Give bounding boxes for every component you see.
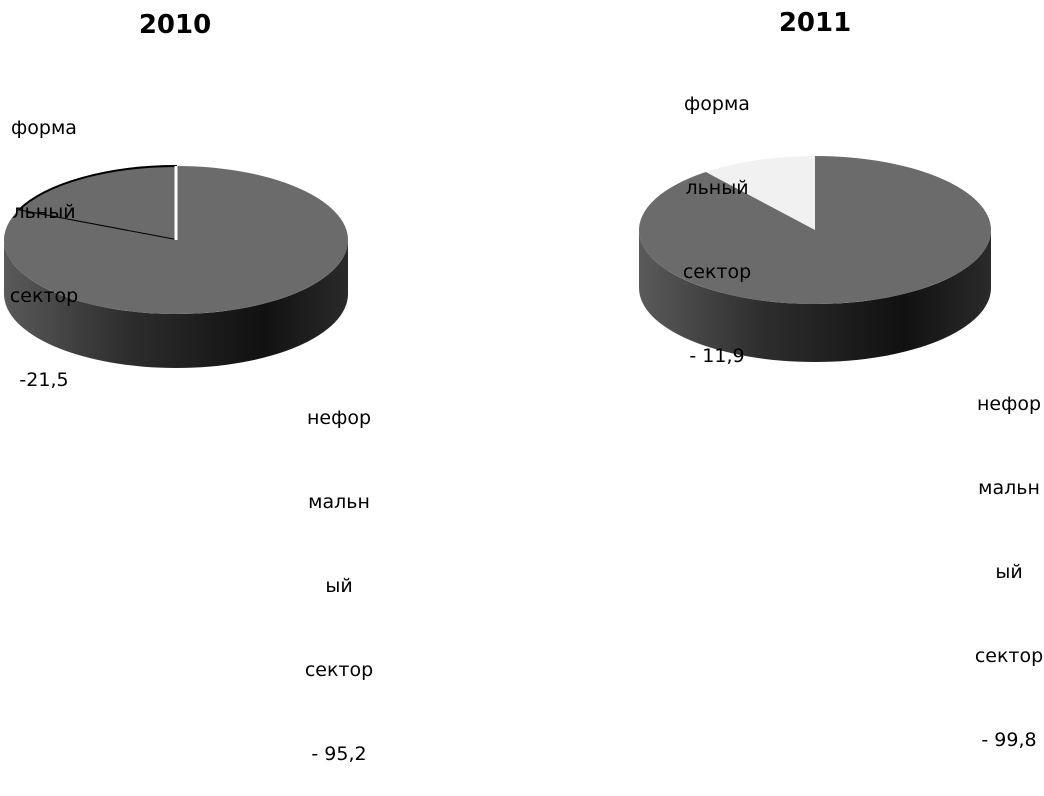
slice-label-2010-informal: нефор мальн ый сектор - 95,2 xyxy=(304,407,374,765)
pie-charts-canvas xyxy=(4,156,992,368)
slice-label-2010-formal: форма льный сектор -21,5 xyxy=(9,117,79,391)
pie-2011-slice-0 xyxy=(705,156,815,230)
slice-label-2011-informal: нефор мальн ый сектор - 99,8 xyxy=(974,393,1044,751)
pie-2010-slice-0 xyxy=(16,164,177,242)
pie-2010-side xyxy=(4,240,348,368)
pie-2011-slice-1 xyxy=(639,156,992,304)
slice-label-2011-formal: форма льный сектор - 11,9 xyxy=(682,93,752,367)
chart-title-2010: 2010 xyxy=(138,10,212,40)
pie-2011-side xyxy=(639,230,991,362)
chart-title-2011: 2011 xyxy=(778,8,852,38)
